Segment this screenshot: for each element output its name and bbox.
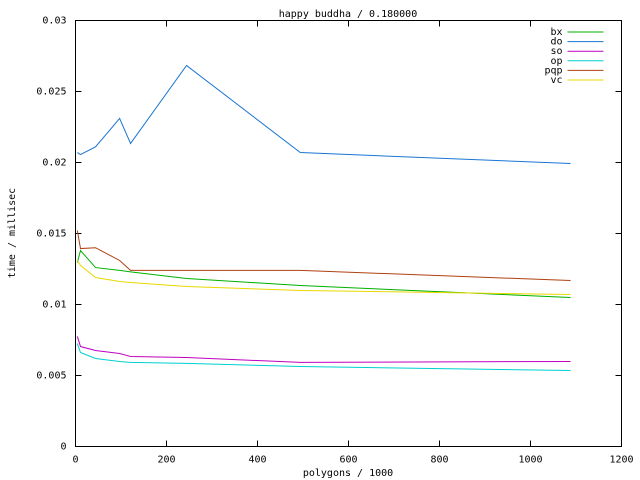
x-axis-label: polygons / 1000 — [303, 468, 393, 479]
y-tick-label: 0.025 — [36, 87, 66, 98]
x-tick-label: 200 — [157, 455, 175, 466]
series-line — [77, 64, 571, 164]
y-tick-label: 0.015 — [36, 229, 66, 240]
legend-label: bx — [550, 27, 562, 38]
y-tick-label: 0.02 — [42, 158, 66, 169]
legend-label: vc — [550, 75, 562, 86]
legend-label: do — [550, 37, 562, 48]
x-tick-label: 800 — [430, 455, 448, 466]
x-tick-label: 1200 — [609, 455, 633, 466]
plot-border — [75, 20, 622, 447]
legend-label: so — [550, 46, 562, 57]
chart-title: happy buddha / 0.180000 — [279, 9, 417, 20]
x-tick-label: 1000 — [518, 455, 542, 466]
x-tick-label: 600 — [339, 455, 357, 466]
legend-label: op — [550, 56, 562, 67]
y-axis-label: time / millisec — [7, 188, 18, 278]
series-line — [76, 343, 571, 372]
series-line — [76, 249, 571, 299]
y-tick-label: 0.03 — [42, 16, 66, 27]
y-tick-label: 0.005 — [36, 371, 66, 382]
x-tick-label: 400 — [248, 455, 266, 466]
legend-label: pqp — [544, 65, 562, 76]
series-line — [76, 260, 571, 296]
series-line — [76, 230, 571, 282]
y-tick-label: 0 — [60, 442, 66, 453]
y-tick-label: 0.01 — [42, 300, 66, 311]
series-line — [76, 336, 571, 363]
x-tick-label: 0 — [72, 455, 78, 466]
